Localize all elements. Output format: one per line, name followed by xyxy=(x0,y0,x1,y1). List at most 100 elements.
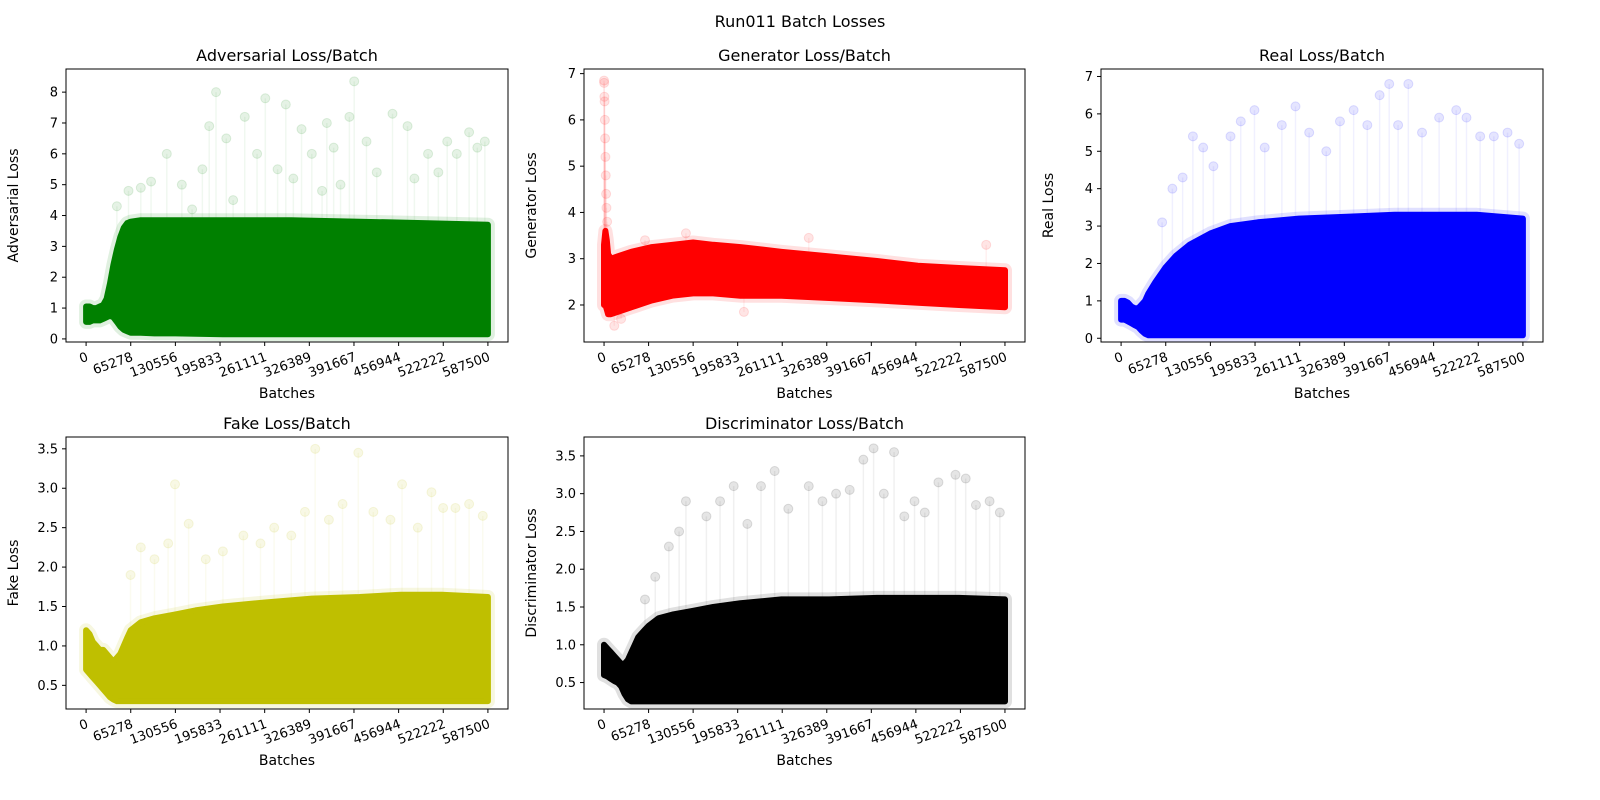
data-point xyxy=(1362,120,1373,131)
subplot-title: Fake Loss/Batch xyxy=(223,414,351,433)
scatter-band xyxy=(601,594,1008,705)
data-point xyxy=(1157,217,1168,228)
subplot-title: Discriminator Loss/Batch xyxy=(705,414,904,433)
data-point xyxy=(317,185,328,196)
y-tick-label: 0 xyxy=(1085,332,1093,347)
data-point xyxy=(1276,120,1287,131)
data-point xyxy=(1502,127,1513,138)
x-tick-label: 65278 xyxy=(91,717,135,745)
data-point xyxy=(1393,120,1404,131)
x-tick-label: 130556 xyxy=(646,717,698,748)
x-tick-label: 261111 xyxy=(735,350,787,381)
axes-frame xyxy=(583,436,1026,710)
data-point xyxy=(889,447,900,458)
data-point xyxy=(321,117,332,128)
data-point xyxy=(211,87,222,98)
data-point xyxy=(260,93,271,104)
y-tick-label: 3 xyxy=(568,252,576,267)
x-axis-label: Batches xyxy=(1294,386,1350,402)
data-point xyxy=(878,488,889,499)
data-point xyxy=(299,506,310,517)
y-tick-label: 3.5 xyxy=(555,449,576,464)
data-point xyxy=(970,500,981,510)
subplot-title: Adversarial Loss/Batch xyxy=(196,46,378,65)
data-point xyxy=(288,173,299,184)
y-tick-label: 3.5 xyxy=(37,442,58,457)
y-tick-label: 4 xyxy=(1085,182,1093,197)
data-point xyxy=(899,511,910,522)
x-tick-label: 587500 xyxy=(958,350,1010,381)
data-point xyxy=(1374,90,1385,101)
data-point xyxy=(252,148,263,159)
subplot-fake-loss: 0.5 1.0 1.5 2.0 2.5 3.0 3.5 0 652781305561958332… xyxy=(6,414,509,769)
data-point xyxy=(412,522,423,533)
data-point xyxy=(1514,138,1525,149)
data-point xyxy=(600,133,611,144)
y-tick-label: 7 xyxy=(50,116,58,131)
y-tick-label: 2 xyxy=(1085,257,1093,272)
axes-frame xyxy=(1100,68,1544,343)
data-point xyxy=(1225,131,1236,142)
y-tick-label: 1.0 xyxy=(555,638,576,653)
data-point xyxy=(123,185,134,196)
data-point xyxy=(868,443,879,454)
y-tick-label: 0.5 xyxy=(555,676,576,691)
data-point xyxy=(255,538,266,549)
data-point xyxy=(335,179,346,190)
scatter-band xyxy=(1118,211,1526,339)
x-axis-label: Batches xyxy=(776,386,832,402)
data-point xyxy=(1235,116,1246,127)
data-point xyxy=(933,477,944,488)
y-tick-label: 5 xyxy=(568,160,576,175)
data-point xyxy=(960,473,971,484)
x-tick-label: 326389 xyxy=(1297,350,1349,381)
data-point xyxy=(742,518,753,529)
data-point xyxy=(269,522,280,533)
data-point xyxy=(680,228,691,239)
data-point xyxy=(472,142,483,153)
y-tick-label: 1.0 xyxy=(37,639,58,654)
data-point xyxy=(135,182,146,193)
x-tick-label: 65278 xyxy=(91,350,135,378)
data-point xyxy=(803,481,814,492)
data-point xyxy=(344,111,355,122)
data-point xyxy=(616,313,627,324)
data-point xyxy=(1198,142,1209,153)
data-point xyxy=(361,136,372,147)
data-point xyxy=(715,496,726,507)
data-point xyxy=(385,514,396,525)
data-point xyxy=(409,173,420,184)
x-axis-label: Batches xyxy=(776,753,832,769)
data-point xyxy=(680,496,691,507)
x-tick-label: 456944 xyxy=(868,350,920,381)
data-point xyxy=(310,443,321,454)
data-point xyxy=(599,96,610,107)
data-point xyxy=(146,176,157,187)
x-tick-label: 195833 xyxy=(173,717,225,748)
y-tick-label: 6 xyxy=(50,147,58,162)
data-point xyxy=(1434,112,1445,123)
data-point xyxy=(909,496,920,507)
data-point xyxy=(387,108,398,119)
data-point xyxy=(204,121,215,132)
y-tick-label: 1.5 xyxy=(37,600,58,615)
x-tick-label: 130556 xyxy=(646,350,698,381)
x-tick-label: 391667 xyxy=(307,717,359,748)
x-tick-label: 587500 xyxy=(441,717,493,748)
y-tick-label: 8 xyxy=(50,86,58,101)
x-tick-label: 587500 xyxy=(441,350,493,381)
data-point xyxy=(135,542,146,553)
y-tick-label: 1 xyxy=(1085,294,1093,309)
y-tick-label: 3 xyxy=(1085,220,1093,235)
x-tick-label: 0 xyxy=(78,350,91,367)
data-point xyxy=(599,75,610,86)
data-point xyxy=(423,148,434,159)
x-tick-label: 195833 xyxy=(173,350,225,381)
data-point xyxy=(221,133,232,144)
data-point xyxy=(426,487,437,498)
y-tick-label: 3 xyxy=(50,240,58,255)
x-tick-label: 326389 xyxy=(779,717,831,748)
data-point xyxy=(111,201,122,212)
